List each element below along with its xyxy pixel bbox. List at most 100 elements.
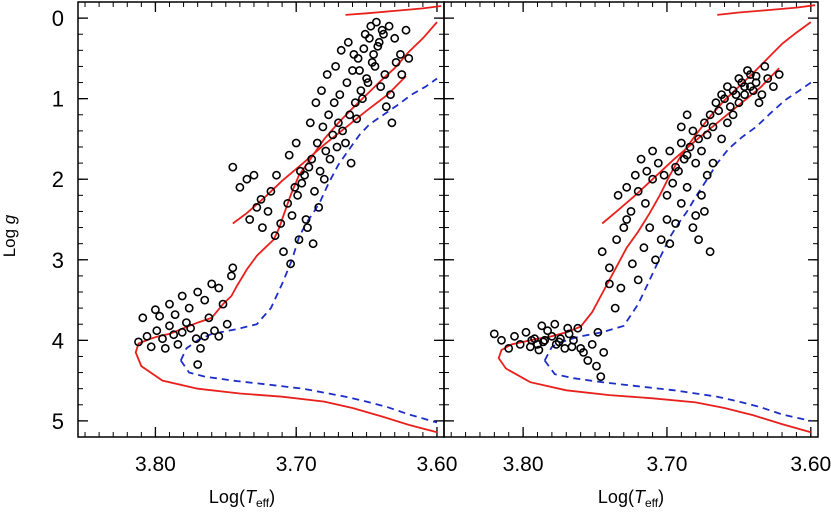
data-point bbox=[662, 190, 672, 200]
data-point bbox=[284, 150, 294, 160]
y-axis-label-text: Log bbox=[0, 224, 19, 257]
data-point bbox=[293, 190, 302, 200]
data-point bbox=[329, 98, 339, 108]
data-point bbox=[150, 305, 160, 315]
data-point bbox=[725, 102, 735, 112]
data-point bbox=[757, 90, 767, 99]
data-point bbox=[307, 154, 317, 164]
data-point bbox=[155, 311, 164, 321]
data-point bbox=[743, 66, 752, 75]
data-point bbox=[685, 142, 695, 152]
x-axis-label-left: Log(Teff) bbox=[209, 487, 275, 510]
data-point bbox=[688, 223, 698, 232]
data-point bbox=[674, 166, 683, 176]
data-point bbox=[242, 174, 252, 184]
data-point bbox=[371, 17, 381, 27]
data-point bbox=[356, 86, 366, 95]
data-point bbox=[297, 178, 307, 188]
data-point bbox=[616, 283, 626, 293]
data-point bbox=[364, 33, 374, 43]
data-point bbox=[343, 37, 353, 47]
data-point bbox=[160, 343, 170, 353]
data-point bbox=[315, 166, 325, 176]
data-point bbox=[708, 158, 718, 168]
data-point bbox=[200, 295, 210, 305]
x-tick-label: 3.60 bbox=[417, 453, 458, 476]
data-point bbox=[345, 110, 355, 120]
data-point bbox=[324, 110, 333, 120]
data-point bbox=[665, 146, 675, 156]
data-point bbox=[303, 223, 312, 232]
data-point bbox=[286, 259, 295, 269]
plot-area bbox=[134, 5, 442, 434]
data-point bbox=[668, 178, 678, 188]
evolutionary-track-line bbox=[601, 67, 780, 225]
data-point bbox=[387, 118, 397, 128]
data-point bbox=[639, 243, 649, 253]
data-point bbox=[665, 239, 675, 249]
data-point bbox=[355, 66, 364, 75]
data-point bbox=[366, 21, 376, 31]
data-point bbox=[322, 70, 332, 79]
data-point bbox=[218, 299, 228, 309]
data-point bbox=[700, 118, 709, 128]
data-point bbox=[619, 223, 629, 232]
data-point bbox=[691, 158, 701, 168]
data-point bbox=[184, 303, 194, 313]
data-point bbox=[592, 361, 601, 371]
data-point bbox=[245, 215, 255, 224]
data-point bbox=[310, 186, 319, 196]
data-point bbox=[404, 54, 414, 63]
data-point bbox=[331, 62, 340, 71]
data-point bbox=[515, 339, 525, 349]
x-axis-label-left-variable: T bbox=[245, 487, 258, 507]
data-point bbox=[266, 186, 276, 196]
data-point bbox=[314, 202, 324, 212]
data-point bbox=[714, 106, 724, 116]
data-point bbox=[497, 335, 506, 345]
y-tick-label: 5 bbox=[52, 409, 64, 434]
data-point bbox=[760, 62, 770, 71]
data-point bbox=[317, 86, 326, 95]
data-point bbox=[235, 182, 245, 192]
data-point bbox=[279, 247, 288, 257]
data-point bbox=[336, 45, 346, 55]
data-point bbox=[214, 283, 224, 293]
data-point bbox=[252, 202, 262, 212]
data-point bbox=[676, 198, 686, 208]
data-point bbox=[177, 327, 187, 337]
data-point bbox=[380, 70, 390, 79]
data-point bbox=[263, 206, 273, 216]
data-point bbox=[754, 98, 764, 108]
data-point bbox=[688, 126, 698, 136]
data-point bbox=[605, 279, 614, 289]
data-point bbox=[291, 138, 301, 148]
data-point bbox=[671, 219, 680, 228]
data-point bbox=[379, 29, 388, 39]
data-point bbox=[342, 78, 352, 87]
data-point bbox=[308, 239, 318, 249]
isochrone-dashed-line bbox=[180, 359, 438, 424]
x-tick-label: 3.70 bbox=[276, 453, 317, 476]
data-point bbox=[653, 158, 663, 168]
data-point bbox=[300, 170, 309, 180]
data-point bbox=[679, 154, 689, 164]
data-point bbox=[711, 98, 721, 108]
evolutionary-track-line bbox=[345, 5, 442, 16]
data-point bbox=[593, 327, 603, 337]
data-point bbox=[270, 231, 280, 240]
chart-panel-left: 3.80 3.70 3.60 0 1 2 3 4 5 bbox=[52, 1, 458, 476]
data-point bbox=[210, 326, 219, 336]
data-point bbox=[333, 118, 343, 128]
y-tick-label: 4 bbox=[52, 328, 64, 353]
data-point bbox=[691, 211, 701, 220]
data-point bbox=[352, 114, 362, 124]
data-point bbox=[186, 323, 195, 333]
data-point bbox=[249, 170, 259, 180]
data-point bbox=[165, 321, 174, 331]
evolutionary-track-line bbox=[522, 21, 812, 343]
data-point bbox=[228, 263, 238, 273]
data-point bbox=[676, 138, 686, 148]
data-point bbox=[373, 41, 383, 51]
data-point bbox=[662, 215, 672, 224]
